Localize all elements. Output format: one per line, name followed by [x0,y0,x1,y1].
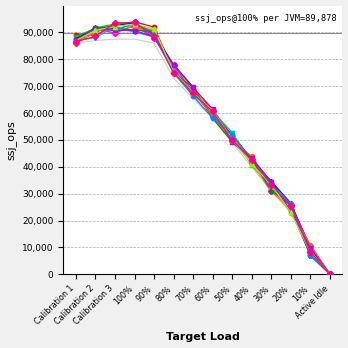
Text: ssj_ops@100% per JVM=89,878: ssj_ops@100% per JVM=89,878 [195,14,337,23]
X-axis label: Target Load: Target Load [166,332,240,342]
Y-axis label: ssj_ops: ssj_ops [6,120,16,160]
